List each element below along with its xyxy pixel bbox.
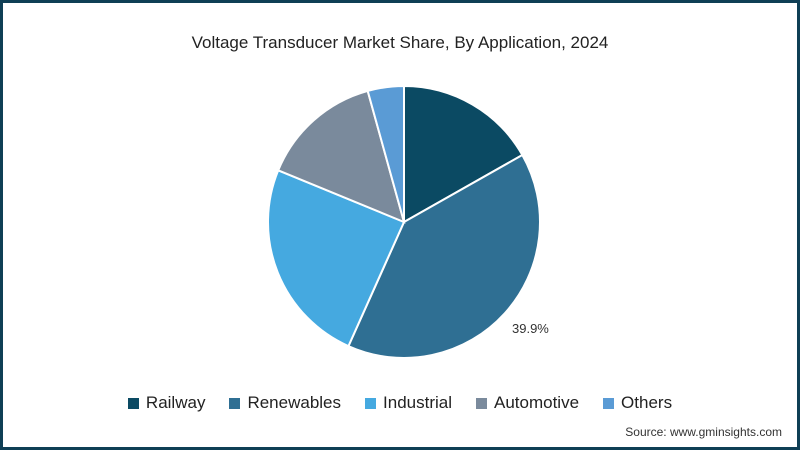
pie-slice-automotive[interactable] <box>276 89 406 224</box>
pie-slice-others[interactable] <box>366 84 405 223</box>
legend-label: Railway <box>145 393 206 412</box>
legend-swatch-railway <box>127 397 139 409</box>
legend-item-railway[interactable]: Railway <box>127 393 206 413</box>
legend-label: Others <box>621 393 673 412</box>
legend-label: Automotive <box>494 393 580 412</box>
pie-slice-renewables[interactable] <box>347 153 541 360</box>
legend-swatch-renewables <box>229 397 241 409</box>
pie-slices <box>267 84 541 360</box>
pie-slice-railway[interactable] <box>403 84 524 224</box>
legend-label: Industrial <box>383 393 452 412</box>
legend-item-automotive[interactable]: Automotive <box>476 393 579 413</box>
legend-swatch-automotive <box>476 397 487 409</box>
legend-item-others[interactable]: Others <box>603 393 672 413</box>
legend-item-industrial[interactable]: Industrial <box>365 393 452 413</box>
legend-label: Renewables <box>247 393 342 412</box>
pie-slice-industrial[interactable] <box>267 169 406 348</box>
legend: Railway Renewables Industrial Automotive… <box>0 393 800 413</box>
legend-swatch-industrial <box>365 397 377 409</box>
legend-item-renewables[interactable]: Renewables <box>229 393 341 413</box>
chart-title: Voltage Transducer Market Share, By Appl… <box>191 33 609 52</box>
legend-swatch-others <box>603 397 615 409</box>
renewables-data-label: 39.9% <box>512 321 549 336</box>
source-note: Source: www.gminsights.com <box>625 425 782 439</box>
